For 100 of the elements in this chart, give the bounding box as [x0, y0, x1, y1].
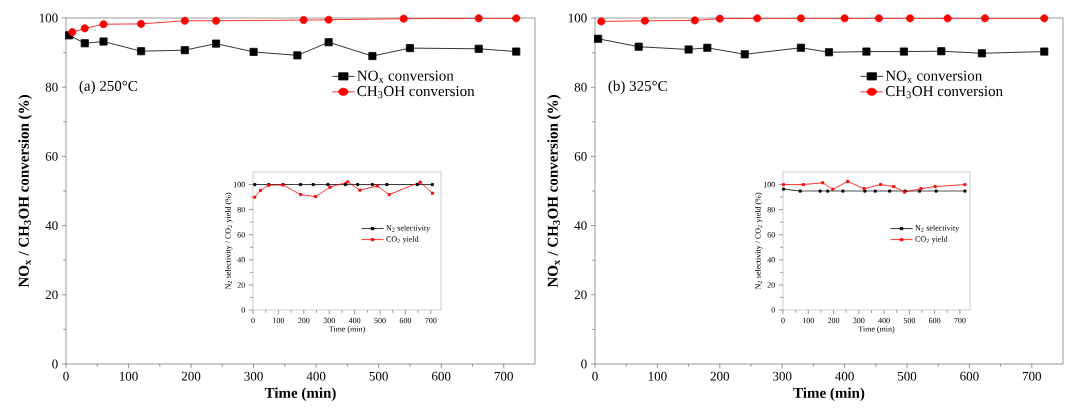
point: [703, 43, 712, 52]
annotation: (b) 325°C: [608, 80, 667, 95]
point: [826, 189, 830, 193]
point: [801, 183, 805, 187]
point: [358, 188, 362, 192]
x-tick-label: 600: [432, 371, 451, 381]
x-axis-title: Time (min): [264, 387, 336, 402]
y-axis-title: NO$_{x}$ / CH$_{3}$OH conversion (%): [18, 95, 32, 288]
point: [594, 34, 603, 43]
point: [818, 189, 822, 193]
point: [375, 184, 379, 188]
point: [99, 37, 108, 46]
point: [782, 187, 786, 191]
x-tick-label: 100: [802, 317, 814, 324]
x-tick-label: 0: [781, 317, 785, 324]
point: [981, 14, 989, 23]
point: [1040, 47, 1049, 56]
point: [879, 183, 883, 187]
x-tick-label: 0: [592, 371, 598, 381]
point: [324, 38, 333, 47]
x-tick-label: 200: [827, 317, 840, 324]
x-tick-label: 500: [374, 317, 386, 324]
x-tick-label: 300: [773, 371, 792, 381]
y-tick-label: 100: [39, 13, 58, 23]
legend-label: NO$_{x}$ conversion: [357, 70, 454, 83]
point: [253, 183, 257, 187]
x-tick-label: 600: [928, 317, 941, 324]
x-tick-label: 100: [273, 317, 285, 324]
point: [862, 47, 871, 56]
x-tick-label: 300: [323, 317, 335, 324]
point: [311, 183, 315, 187]
y-tick-label: 0: [241, 307, 245, 313]
point: [180, 16, 189, 25]
legend-label: CO$_{2}$ yield: [915, 236, 948, 244]
legend-label: N$_{2}$ selectivity: [386, 225, 431, 233]
point: [634, 42, 643, 51]
point: [821, 181, 825, 185]
y-axis-title: N$_{2}$ selectivity / CO$_{2}$ yield (%): [225, 192, 233, 290]
x-tick-label: 400: [835, 371, 854, 381]
point: [937, 47, 946, 56]
x-tick-label: 400: [348, 317, 361, 324]
x-tick-label: 600: [399, 317, 412, 324]
point: [715, 14, 724, 23]
x-tick-label: 200: [710, 371, 730, 381]
point: [977, 49, 986, 58]
point: [314, 195, 317, 199]
x-tick-label: 300: [244, 371, 263, 381]
point: [892, 185, 896, 189]
point: [782, 183, 786, 187]
point: [840, 14, 849, 23]
point: [753, 14, 762, 23]
point: [370, 183, 374, 187]
point: [249, 47, 258, 56]
y-tick-label: 40: [767, 257, 775, 263]
point: [474, 14, 483, 23]
point: [690, 16, 699, 25]
point: [684, 45, 693, 54]
point: [512, 14, 521, 23]
x-tick-label: 100: [119, 371, 138, 381]
point: [299, 183, 303, 187]
point: [299, 193, 303, 197]
point: [430, 191, 434, 195]
point: [796, 14, 805, 23]
point: [356, 183, 360, 187]
point: [430, 183, 434, 187]
y-tick-label: 80: [574, 82, 587, 92]
point: [80, 24, 89, 33]
y-tick-label: 20: [767, 282, 775, 288]
y-tick-label: 0: [581, 359, 587, 369]
y-tick-label: 100: [568, 13, 587, 23]
point: [831, 187, 835, 191]
y-tick-label: 20: [574, 290, 587, 300]
y-tick-label: 40: [45, 221, 58, 230]
point: [798, 189, 802, 193]
x-axis-title: Time (min): [793, 387, 865, 402]
point: [933, 185, 937, 189]
legend-label: CO$_{2}$ yield: [386, 236, 419, 244]
y-tick-label: 80: [767, 206, 775, 213]
x-axis-title: Time (min): [328, 326, 365, 334]
point: [258, 189, 262, 193]
point: [899, 47, 908, 56]
x-tick-label: 700: [1022, 371, 1042, 381]
y-axis-title: NO$_{x}$ / CH$_{3}$OH conversion (%): [547, 95, 561, 288]
point: [846, 179, 850, 183]
y-tick-label: 0: [771, 307, 775, 313]
legend-label: CH$_{3}$OH conversion: [885, 86, 1003, 99]
point: [841, 189, 845, 193]
x-tick-label: 700: [425, 317, 437, 324]
point: [299, 16, 308, 25]
point: [212, 39, 221, 48]
x-axis-title: Time (min): [858, 326, 895, 334]
point: [1040, 14, 1049, 23]
y-tick-label: 80: [237, 206, 245, 213]
legend-label: NO$_{x}$ conversion: [885, 70, 983, 83]
point: [640, 16, 649, 25]
point: [512, 47, 521, 56]
point: [137, 47, 146, 56]
y-tick-label: 100: [763, 181, 775, 188]
point: [906, 14, 915, 23]
point: [80, 39, 89, 48]
